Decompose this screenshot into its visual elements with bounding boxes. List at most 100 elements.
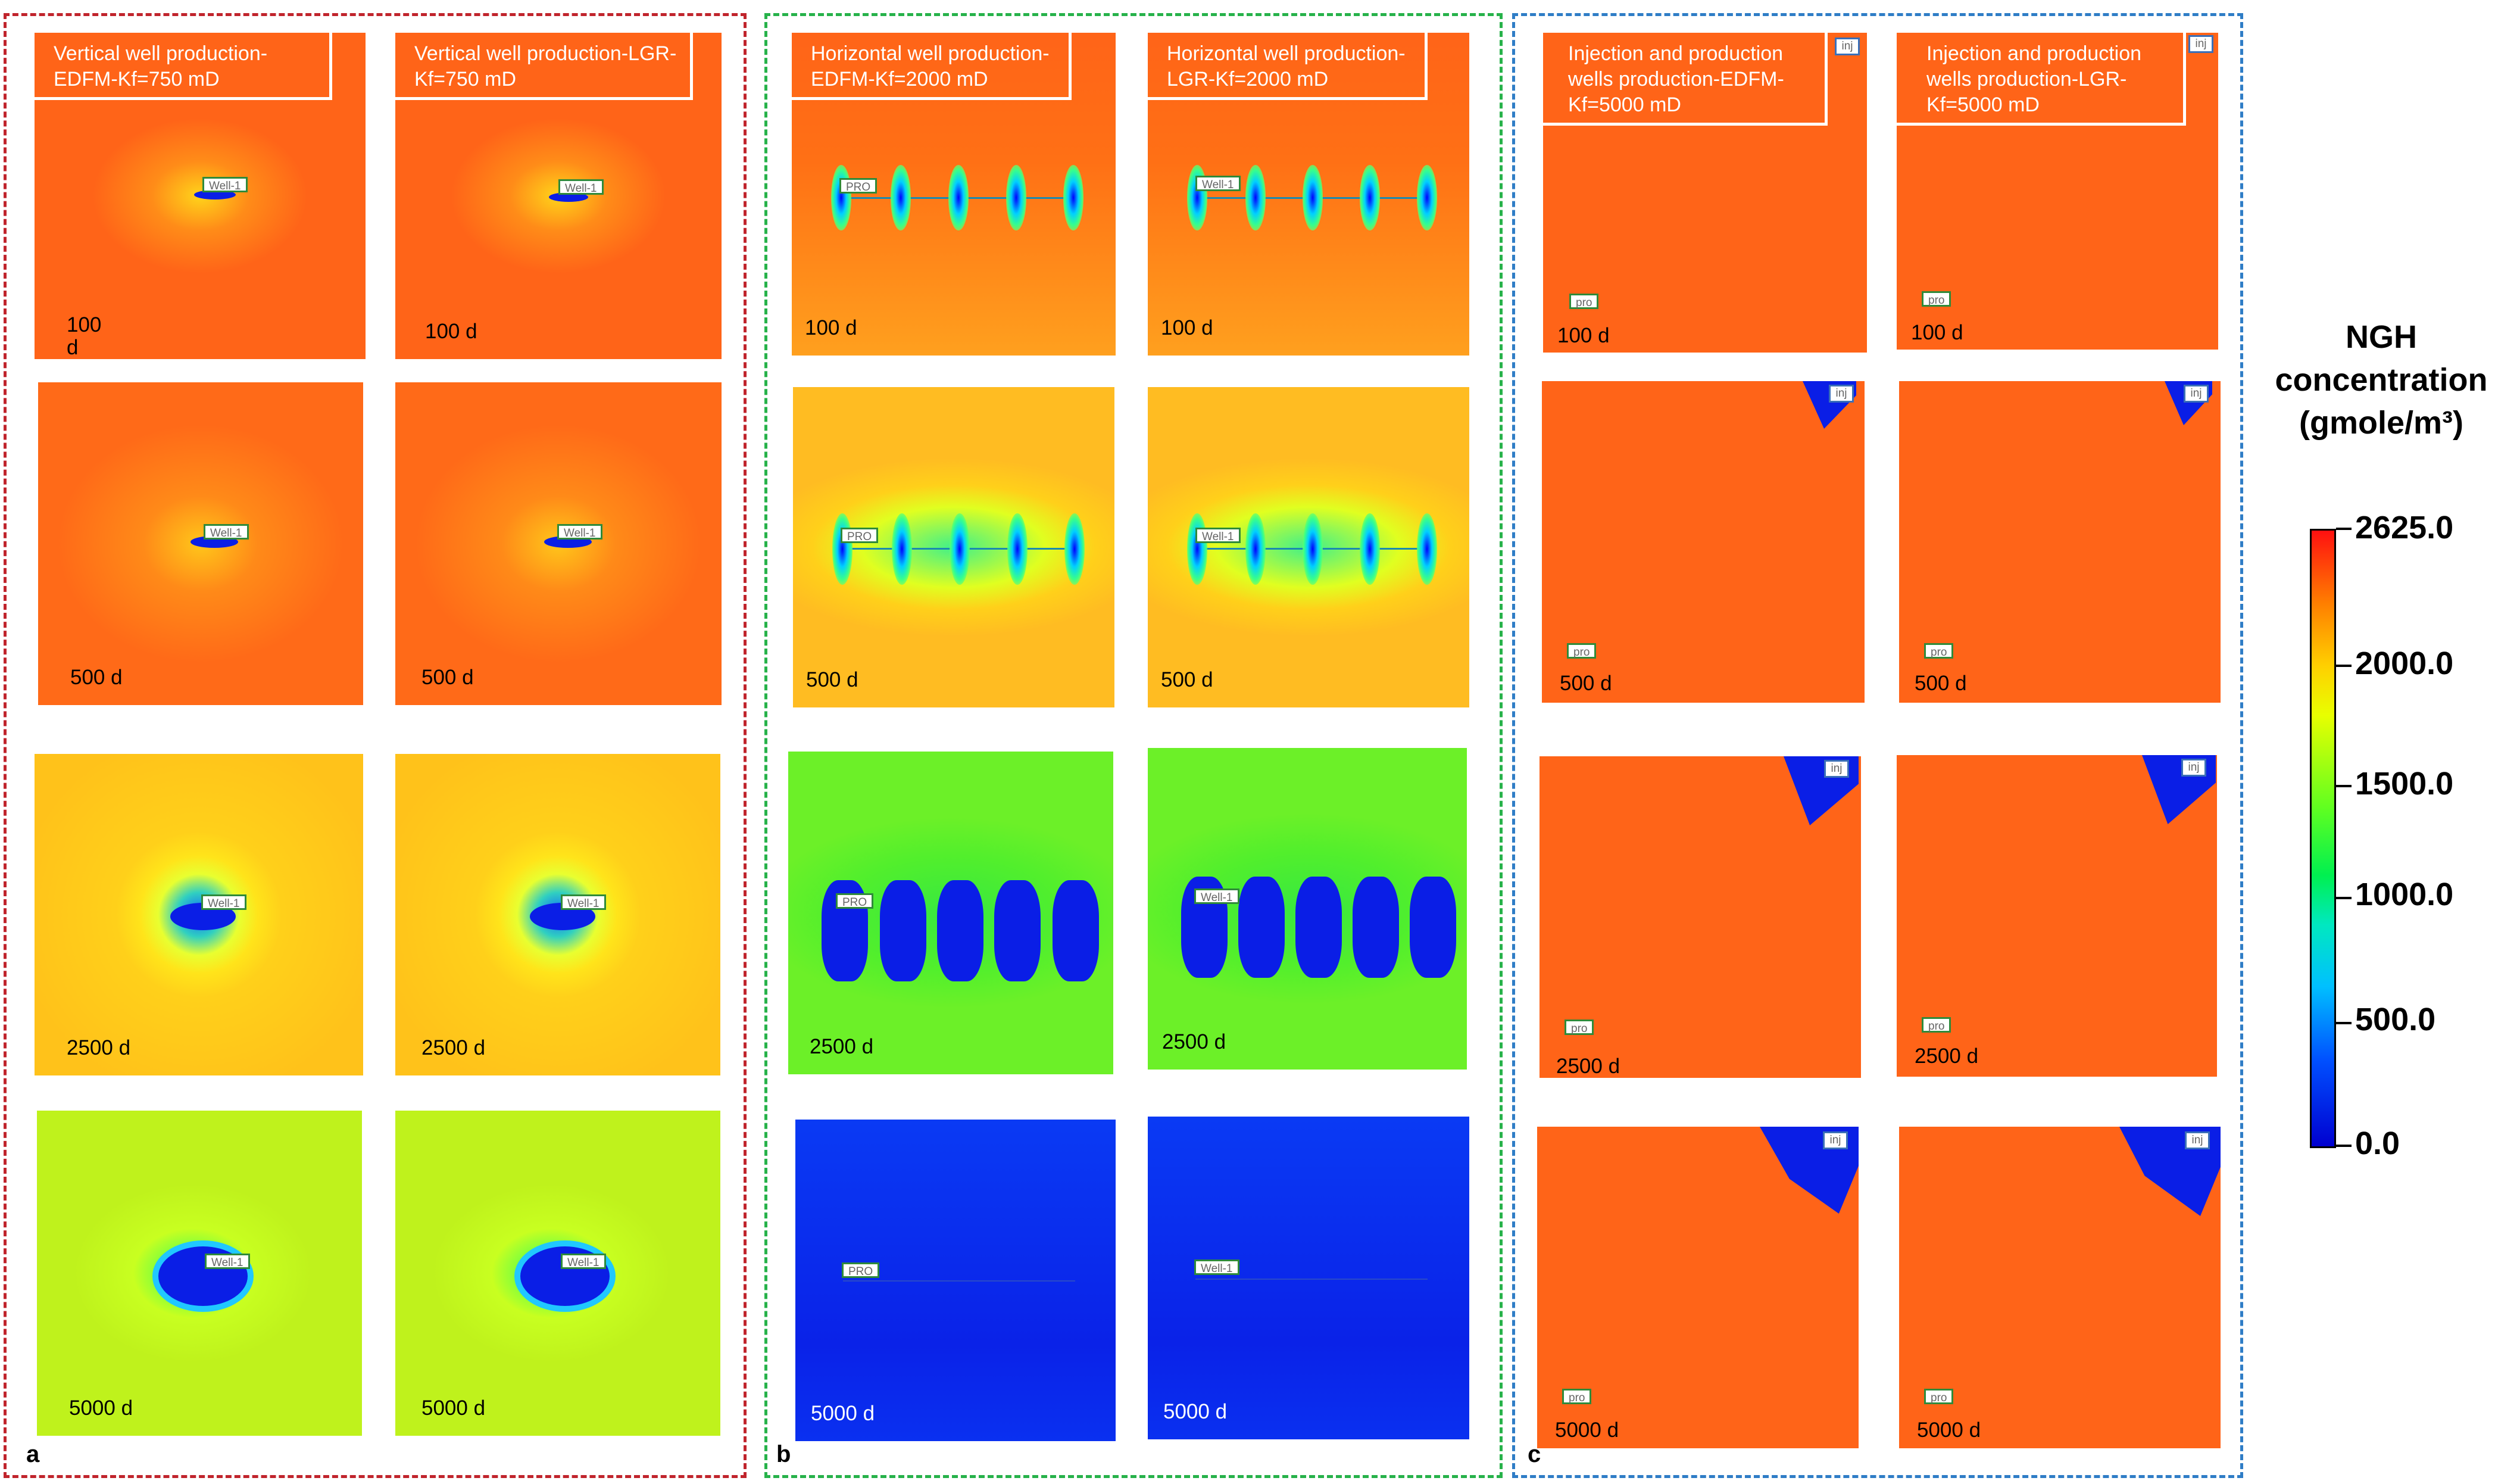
time-label: 500 d (1560, 672, 1612, 695)
map-c-edfm-500d: inj pro 500 d (1542, 381, 1865, 703)
fracture (1360, 513, 1380, 585)
group-b-label: b (776, 1441, 791, 1467)
well-label: Well-1 (561, 1254, 606, 1269)
colorbar-tick-label: 1000.0 (2355, 877, 2454, 912)
well-label: PRO (836, 893, 874, 909)
map-b-edfm-2500d: PRO 2500 d (788, 752, 1113, 1074)
map-c-edfm-2500d: inj pro 2500 d (1540, 756, 1861, 1078)
map-a-edfm-2500d: Well-1 2500 d (35, 754, 363, 1075)
colorbar-tick (2336, 785, 2352, 787)
time-label: 5000 d (1163, 1400, 1228, 1423)
map-b-lgr-2500d: Well-1 2500 d (1148, 748, 1467, 1070)
producer-label: pro (1562, 1389, 1592, 1404)
well-label: Well-1 (1195, 528, 1241, 543)
map-c-edfm-100d: Injection and production wells productio… (1543, 33, 1867, 353)
fracture (892, 513, 912, 585)
time-label: 100 d (425, 320, 477, 343)
fracture (1007, 513, 1028, 585)
colorbar-tick (2336, 1022, 2352, 1024)
time-label: 5000 d (421, 1396, 486, 1420)
production-zone (194, 190, 236, 199)
fracture (1245, 165, 1266, 230)
map-b-edfm-5000d: PRO 5000 d (795, 1120, 1116, 1441)
colorbar-tick-label: 500.0 (2355, 1002, 2436, 1037)
colorbar-tick-label: 2625.0 (2355, 510, 2454, 545)
map-c-lgr-100d: Injection and production wells productio… (1897, 33, 2218, 350)
colorbar-tick-label: 2000.0 (2355, 646, 2454, 681)
fracture (1006, 165, 1026, 230)
colorbar-gradient (2310, 529, 2336, 1148)
fracture-depletion (937, 880, 983, 981)
well-label: Well-1 (205, 1254, 250, 1269)
well-label: Well-1 (1195, 176, 1241, 191)
time-label: 5000 d (811, 1402, 875, 1425)
well-label: Well-1 (557, 524, 602, 540)
producer-label: pro (1565, 1020, 1594, 1035)
colorbar-tick (2336, 1145, 2352, 1147)
time-label: 500 d (421, 666, 474, 689)
map-a-edfm-500d: Well-1 500 d (38, 382, 363, 705)
producer-label: pro (1924, 643, 1954, 659)
fracture (1245, 513, 1266, 585)
injector-label: inj (2188, 35, 2213, 53)
map-c-lgr-5000d: inj pro 5000 d (1899, 1127, 2221, 1448)
well-label: PRO (841, 528, 879, 543)
well-label: Well-1 (202, 177, 248, 192)
time-label: 500 d (1915, 672, 1967, 695)
colorbar-tick (2336, 665, 2352, 667)
well-label: Well-1 (1194, 888, 1239, 904)
map-a-edfm-100d: Vertical well production-EDFM-Kf=750 mD … (35, 33, 366, 359)
fracture-depletion (1410, 877, 1456, 978)
colorbar-tick-label: 1500.0 (2355, 766, 2454, 802)
producer-label: pro (1569, 294, 1599, 309)
horizontal-wellbore (1195, 1279, 1428, 1280)
group-a-frame (4, 13, 747, 1478)
well-label: PRO (839, 178, 878, 194)
well-label: Well-1 (204, 524, 249, 540)
producer-label: pro (1567, 643, 1597, 659)
time-label: 500 d (806, 668, 858, 691)
fracture (1303, 165, 1323, 230)
fracture (1187, 165, 1207, 230)
map-b-lgr-5000d: Well-1 5000 d (1148, 1117, 1469, 1439)
group-a-label: a (26, 1441, 40, 1467)
time-label: 5000 d (1555, 1418, 1619, 1442)
colorbar-title: NGH concentration (gmole/m³) (2250, 316, 2512, 444)
fracture-depletion (1353, 877, 1399, 978)
panel-title: Horizontal well production-EDFM-Kf=2000 … (792, 33, 1072, 100)
time-label: 100 d (1161, 316, 1213, 339)
fracture (1064, 513, 1085, 585)
colorbar-tick (2336, 528, 2352, 530)
map-b-lgr-500d: Well-1 500 d (1148, 387, 1469, 707)
time-label: 2500 d (1556, 1055, 1620, 1078)
fracture-depletion (1238, 877, 1285, 978)
time-label: 500 d (70, 666, 123, 689)
injector-label: inj (1835, 38, 1860, 55)
production-zone (549, 192, 588, 202)
fracture-depletion (880, 880, 926, 981)
injector-label: inj (1824, 760, 1849, 778)
map-c-lgr-2500d: inj pro 2500 d (1897, 755, 2217, 1077)
map-a-lgr-100d: Vertical well production-LGR-Kf=750 mD W… (395, 33, 722, 359)
injector-label: inj (2185, 1131, 2210, 1149)
panel-title: Vertical well production-EDFM-Kf=750 mD (35, 33, 332, 100)
panel-title: Injection and production wells productio… (1543, 33, 1828, 126)
fracture (891, 165, 911, 230)
time-label: 5000 d (69, 1396, 133, 1420)
time-label: 5000 d (1917, 1418, 1981, 1442)
fracture (1417, 165, 1437, 230)
map-a-lgr-2500d: Well-1 2500 d (395, 754, 720, 1075)
producer-label: pro (1922, 291, 1951, 307)
fracture (1417, 513, 1437, 585)
time-label: 100 d (67, 313, 102, 359)
time-label: 100 d (805, 316, 857, 339)
colorbar-title-line: (gmole/m³) (2299, 405, 2463, 441)
map-b-lgr-100d: Horizontal well production-LGR-Kf=2000 m… (1148, 33, 1469, 356)
well-label: Well-1 (561, 894, 606, 910)
injector-label: inj (2184, 385, 2209, 403)
time-label: 100 d (1911, 321, 1963, 344)
well-label: PRO (842, 1262, 880, 1278)
fracture-depletion (994, 880, 1041, 981)
map-c-lgr-500d: inj pro 500 d (1899, 381, 2221, 703)
injector-label: inj (1823, 1131, 1848, 1149)
